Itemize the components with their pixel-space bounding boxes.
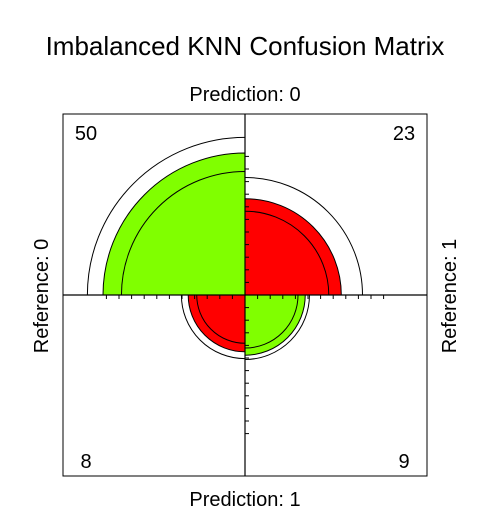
axes (62, 113, 428, 477)
axis-ticks (105, 155, 385, 435)
quadrants (102, 152, 342, 356)
right-label: Reference: 1 (439, 239, 461, 354)
left-label: Reference: 0 (31, 239, 53, 354)
top-label: Prediction: 0 (189, 84, 300, 106)
quadrant-prediction-1-reference-0 (187, 294, 246, 353)
ring-outer-prediction-0-reference-1 (244, 177, 363, 296)
ring-outer-prediction-1-reference-0 (180, 294, 246, 360)
count-label-prediction-0-reference-0: 50 (75, 123, 97, 145)
ring-inner-prediction-1-reference-0 (196, 294, 246, 344)
confidence-rings (86, 136, 363, 360)
quadrant-prediction-0-reference-0 (102, 152, 246, 296)
ring-outer-prediction-1-reference-1 (244, 294, 310, 360)
ring-inner-prediction-0-reference-0 (120, 170, 246, 296)
bottom-label: Prediction: 1 (189, 489, 300, 511)
cell-counts: 50 23 8 9 (75, 123, 415, 473)
count-label-prediction-0-reference-1: 23 (393, 123, 415, 145)
ring-outer-prediction-0-reference-0 (86, 136, 246, 296)
quadrant-prediction-0-reference-1 (244, 198, 342, 296)
ring-inner-prediction-0-reference-1 (244, 210, 330, 296)
count-label-prediction-1-reference-1: 9 (398, 451, 409, 473)
count-label-prediction-1-reference-0: 8 (80, 451, 91, 473)
chart-title: Imbalanced KNN Confusion Matrix (46, 31, 445, 61)
ring-inner-prediction-1-reference-1 (244, 294, 299, 349)
quadrant-prediction-1-reference-1 (244, 294, 306, 356)
